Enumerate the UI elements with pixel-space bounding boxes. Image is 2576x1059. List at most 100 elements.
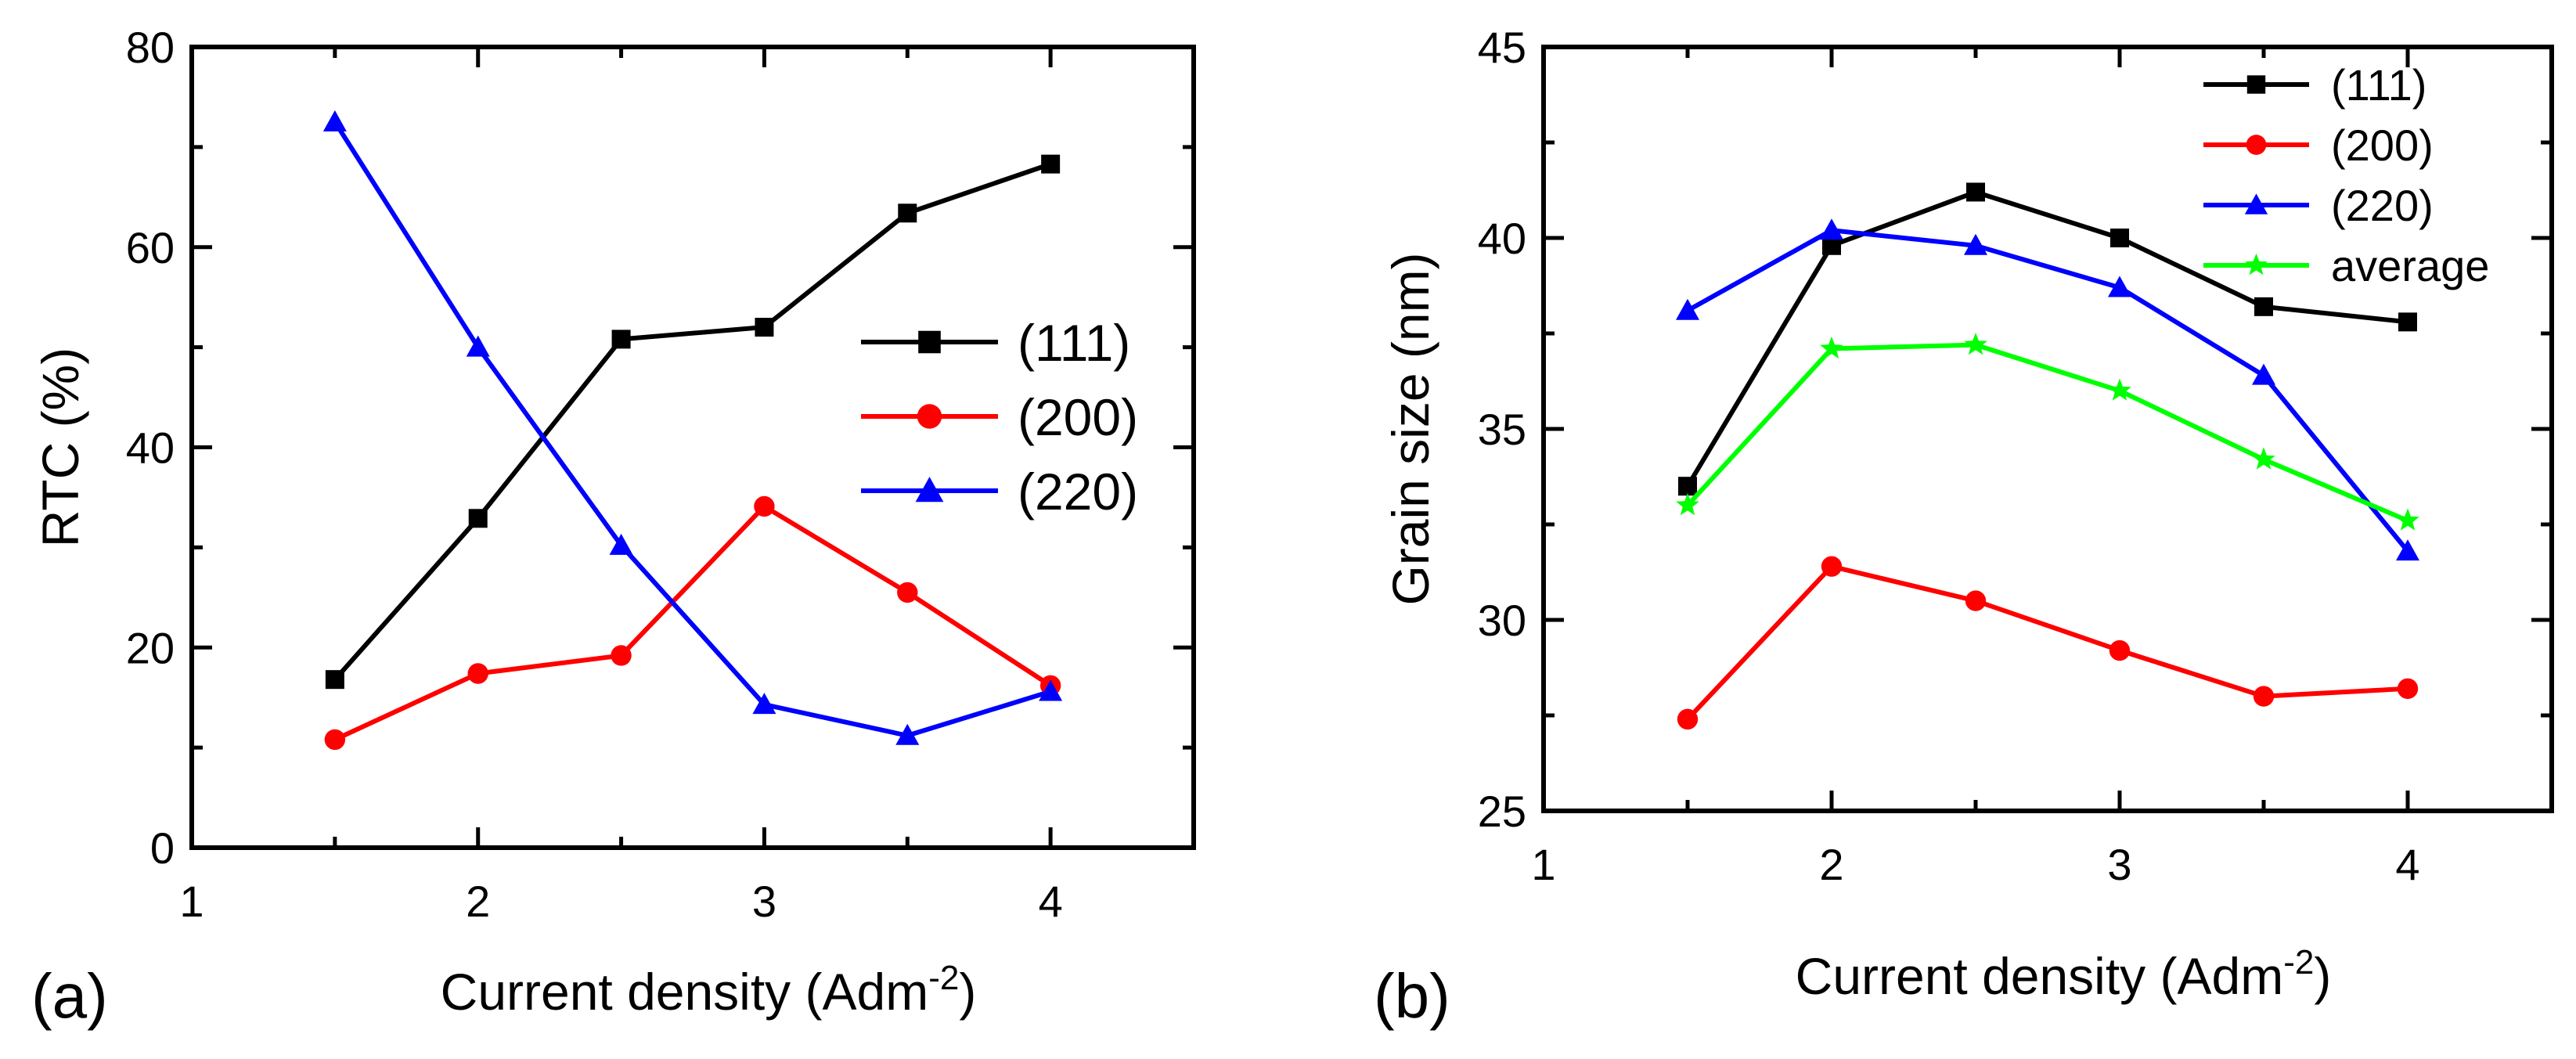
legend-label: (111) xyxy=(1018,314,1130,372)
y-tick-label: 20 xyxy=(126,623,175,672)
legend-marker xyxy=(2246,135,2267,155)
data-point xyxy=(2108,378,2131,401)
data-point xyxy=(2397,678,2419,700)
series-111 xyxy=(1678,182,2417,496)
data-point xyxy=(2109,639,2131,661)
data-point xyxy=(1964,233,1987,255)
series-line xyxy=(1685,564,2408,721)
y-axis-label: RTC (%) xyxy=(31,348,89,547)
legend-label: (220) xyxy=(1018,463,1138,520)
y-tick-label: 35 xyxy=(1478,405,1526,454)
data-point xyxy=(1966,182,1985,202)
data-point xyxy=(1676,493,1699,516)
legend-entry: (200) xyxy=(861,388,1138,446)
data-point xyxy=(1678,477,1697,496)
y-tick-label: 40 xyxy=(1478,214,1526,263)
legend-entry: (111) xyxy=(861,314,1130,372)
data-point xyxy=(1965,590,1987,611)
y-axis-label: Grain size (nm) xyxy=(1382,252,1439,605)
legend-label: (200) xyxy=(2331,121,2434,170)
data-point xyxy=(2110,229,2129,247)
data-point xyxy=(467,663,488,684)
data-point xyxy=(1676,298,1699,320)
data-point xyxy=(2108,276,2131,297)
legend-marker xyxy=(2244,193,2268,214)
panel-label: (a) xyxy=(31,961,108,1031)
data-point xyxy=(1821,556,1843,577)
series-220 xyxy=(322,110,1063,745)
x-axis-label: Current density (Adm-2) xyxy=(1796,943,2332,1005)
data-point xyxy=(468,509,488,528)
legend-marker xyxy=(917,404,942,429)
legend-label: (111) xyxy=(2331,60,2426,110)
data-point xyxy=(897,582,918,603)
data-point xyxy=(1677,708,1699,730)
data-point xyxy=(1820,336,1843,359)
x-tick-label: 2 xyxy=(1819,840,1843,889)
data-point xyxy=(1964,333,1987,355)
data-point xyxy=(466,335,490,357)
legend-marker xyxy=(918,330,941,354)
data-point xyxy=(611,330,631,349)
series-200 xyxy=(1677,556,2419,730)
chart-panel-b: 1 2 3 4 25 30 35 40 45 Current density (Adm-2) Gra… xyxy=(1374,23,2554,1031)
series-line xyxy=(333,121,1051,738)
x-tick-label: 1 xyxy=(179,877,204,926)
y-tick-label: 60 xyxy=(126,223,175,272)
legend-entry: (111) xyxy=(2203,60,2426,110)
data-point xyxy=(1039,679,1063,701)
legend-label: average xyxy=(2331,241,2489,290)
y-tick-label: 80 xyxy=(126,23,175,72)
series-220 xyxy=(1676,218,2419,561)
data-point xyxy=(2396,539,2419,561)
legend-entry: (220) xyxy=(2203,181,2434,230)
data-point xyxy=(898,204,917,223)
legend-marker xyxy=(2246,75,2266,94)
legend-entry: (220) xyxy=(861,463,1138,520)
y-tick-label: 45 xyxy=(1478,23,1526,72)
series-line xyxy=(1685,189,2408,488)
data-point xyxy=(2396,508,2419,531)
data-point xyxy=(322,110,347,131)
y-tick-label: 30 xyxy=(1478,596,1526,645)
y-tick-label: 25 xyxy=(1478,787,1526,836)
data-point xyxy=(752,693,776,715)
panel-label: (b) xyxy=(1374,961,1450,1031)
series-111 xyxy=(325,154,1061,690)
legend-entry: average xyxy=(2203,241,2489,290)
legend-entry: (200) xyxy=(2203,121,2434,170)
y-tick-label: 0 xyxy=(150,823,175,873)
legend-label: (200) xyxy=(1018,388,1138,446)
data-point xyxy=(1820,218,1843,240)
x-tick-label: 2 xyxy=(466,877,490,926)
series-line xyxy=(1686,228,2410,553)
data-point xyxy=(611,645,632,666)
data-point xyxy=(755,318,774,337)
series-line xyxy=(333,503,1052,742)
x-tick-label: 4 xyxy=(2395,840,2419,889)
series-line xyxy=(333,161,1052,682)
data-point xyxy=(2254,297,2273,316)
data-point xyxy=(324,729,346,751)
data-point xyxy=(895,723,920,745)
series-average xyxy=(1676,333,2419,531)
data-point xyxy=(325,670,344,690)
x-tick-label: 1 xyxy=(1531,840,1555,889)
data-point xyxy=(2252,363,2275,385)
legend-marker xyxy=(2245,253,2268,276)
legend-label: (220) xyxy=(2331,181,2434,230)
data-point xyxy=(2253,686,2275,707)
data-point xyxy=(2398,312,2417,332)
data-point xyxy=(2252,447,2275,470)
x-tick-label: 3 xyxy=(2107,840,2131,889)
x-tick-label: 3 xyxy=(752,877,776,926)
data-point xyxy=(1041,154,1061,174)
x-tick-label: 4 xyxy=(1039,877,1063,926)
data-point xyxy=(754,495,775,517)
legend-marker xyxy=(915,477,944,502)
data-point xyxy=(609,533,633,555)
x-axis-label: Current density (Adm-2) xyxy=(441,959,977,1021)
y-tick-label: 40 xyxy=(126,423,175,473)
